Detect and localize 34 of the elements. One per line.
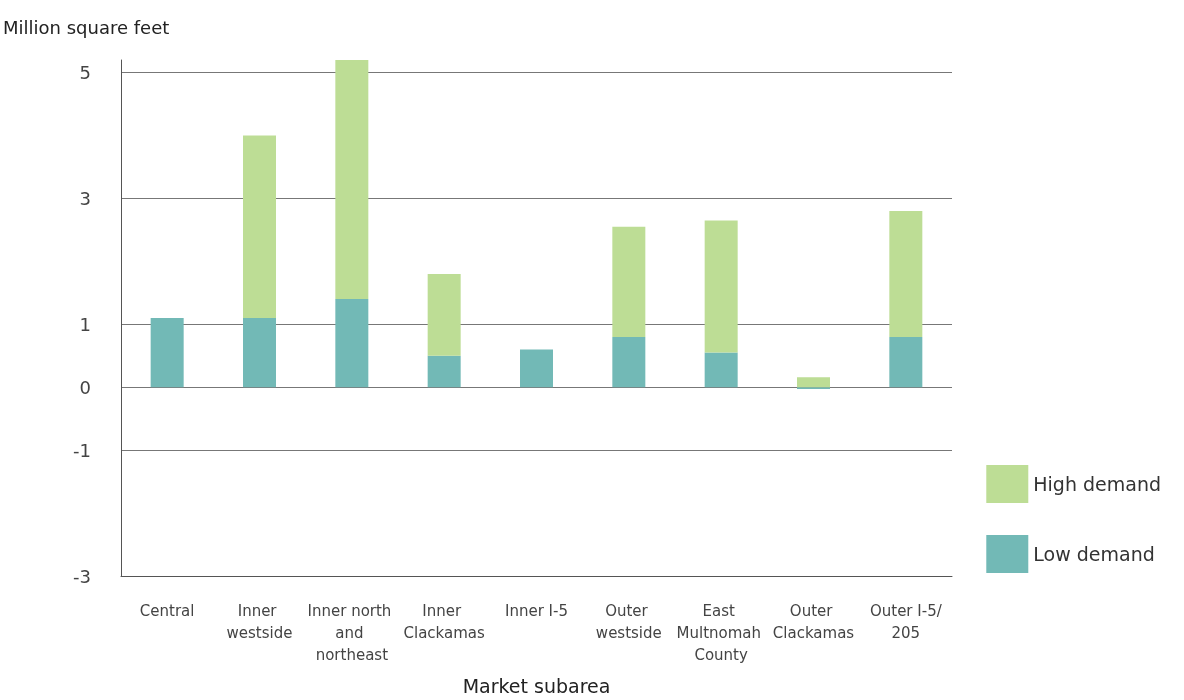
x-tick-label: Inner I-5	[505, 602, 568, 620]
legend-label: High demand	[1033, 473, 1162, 495]
y-tick-label: -1	[73, 439, 91, 461]
bar	[243, 318, 276, 388]
x-tick-label: Outer I-5/205	[869, 602, 943, 642]
y-tick-label: 5	[79, 62, 91, 84]
bar	[889, 336, 923, 388]
y-tick-label: -3	[73, 565, 91, 587]
x-tick-label: Outer Clackamas	[772, 602, 855, 642]
y-tick-label: 0	[79, 376, 91, 398]
y-axis-title: Million square feet	[3, 16, 170, 38]
bar	[797, 377, 830, 388]
x-tick-label: Inner north and northeast	[307, 602, 397, 664]
bar	[243, 135, 276, 318]
bar	[612, 226, 646, 337]
x-tick-label: Outer westside	[595, 602, 662, 642]
bar	[704, 352, 738, 388]
y-tick-label: 1	[79, 313, 91, 335]
bar	[612, 336, 646, 388]
legend-label: Low demand	[1033, 543, 1155, 565]
bar	[427, 355, 461, 388]
x-tick-label: Central	[139, 602, 195, 620]
bar	[335, 60, 369, 300]
x-axis-title: Market subarea	[462, 674, 611, 697]
bar	[150, 318, 184, 388]
bar	[520, 349, 553, 388]
x-tick-label: Inner Clackamas	[403, 602, 485, 642]
bar	[704, 220, 738, 353]
y-tick-label: 3	[79, 187, 91, 209]
x-tick-label: East Multnomah County	[676, 602, 766, 664]
bar	[427, 273, 461, 356]
bar	[889, 211, 923, 337]
bar	[335, 299, 369, 388]
x-tick-label: Inner westside	[226, 602, 293, 642]
